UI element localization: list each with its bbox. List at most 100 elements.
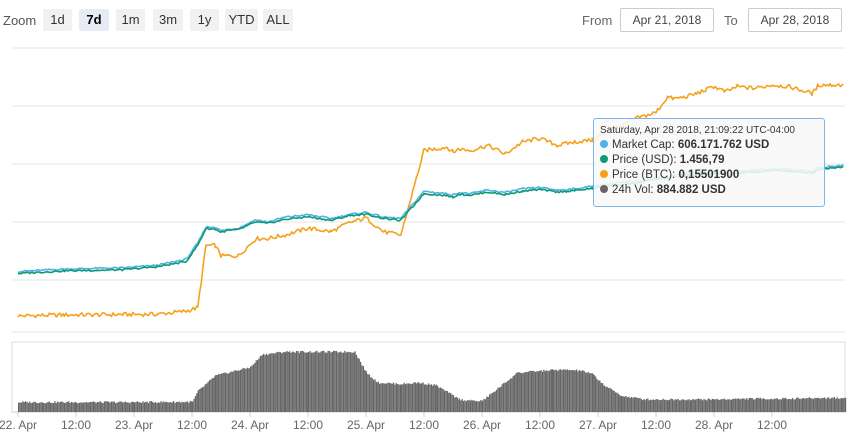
volume-bar — [134, 402, 136, 412]
x-tick-label: 12:00 — [757, 418, 787, 432]
volume-bar — [243, 368, 246, 412]
volume-bar — [689, 400, 692, 412]
volume-bar — [77, 403, 79, 412]
volume-bar — [786, 399, 788, 412]
volume-bar — [684, 399, 686, 412]
volume-bar — [171, 402, 173, 412]
volume-bar — [372, 379, 375, 412]
volume-bar — [383, 383, 385, 412]
zoom-7d-button[interactable]: 7d — [79, 9, 109, 31]
volume-bar — [484, 399, 487, 412]
zoom-1m-button[interactable]: 1m — [116, 9, 145, 31]
zoom-ytd-button[interactable]: YTD — [225, 9, 258, 31]
volume-bar — [764, 398, 766, 412]
volume-bar — [842, 398, 844, 412]
volume-bar — [636, 397, 638, 412]
volume-bar — [145, 401, 147, 412]
volume-bar — [708, 398, 711, 412]
zoom-all-button[interactable]: ALL — [263, 9, 293, 31]
volume-bar — [414, 382, 417, 412]
volume-bar — [473, 400, 475, 412]
volume-bar — [223, 372, 225, 412]
volume-bar — [612, 390, 614, 412]
from-date-input[interactable]: Apr 21, 2018 — [620, 8, 714, 32]
volume-bar — [335, 351, 338, 412]
zoom-1y-button[interactable]: 1y — [190, 9, 219, 31]
volume-bar — [37, 403, 39, 412]
volume-bar — [791, 398, 794, 412]
volume-bar — [387, 382, 389, 412]
volume-bar — [632, 397, 634, 412]
volume-bar — [259, 355, 262, 412]
volume-bar — [548, 370, 551, 412]
volume-bar — [47, 401, 49, 412]
volume-bar — [370, 377, 372, 412]
volume-bar — [687, 399, 689, 412]
volume-bar — [300, 351, 302, 412]
volume-bar — [639, 397, 641, 412]
volume-bar — [105, 401, 107, 412]
volume-bar — [149, 401, 151, 412]
volume-bar — [146, 401, 148, 412]
volume-bar — [498, 387, 501, 412]
x-tick-label: 27. Apr — [579, 418, 617, 432]
volume-bar — [192, 401, 194, 412]
volume-bar — [157, 402, 159, 412]
volume-bar — [449, 393, 452, 412]
volume-bar — [527, 371, 530, 412]
volume-bar — [121, 402, 124, 412]
x-tick-label: 12:00 — [61, 418, 91, 432]
volume-bar — [282, 352, 284, 412]
tooltip-row-volume: 24h Vol: 884.882 USD — [600, 183, 818, 198]
volume-bar — [116, 402, 118, 412]
volume-bar — [265, 353, 268, 412]
volume-bar — [327, 350, 329, 412]
volume-bar — [362, 366, 365, 412]
volume-bar — [213, 377, 215, 412]
to-date-input[interactable]: Apr 28, 2018 — [748, 8, 842, 32]
volume-bar — [124, 401, 127, 412]
volume-bar — [85, 401, 88, 412]
volume-bar — [291, 351, 294, 412]
volume-bar — [359, 361, 362, 412]
volume-bar — [358, 358, 360, 412]
volume-bar — [659, 400, 662, 412]
tooltip-value: 606.171.762 USD — [677, 139, 770, 151]
volume-bar — [674, 399, 676, 412]
volume-bar — [544, 371, 546, 412]
volume-bar — [161, 402, 164, 412]
volume-bar — [755, 398, 758, 412]
volume-bar — [138, 402, 140, 412]
volume-bar — [432, 385, 434, 412]
volume-bar — [605, 386, 607, 412]
volume-bar — [737, 398, 739, 412]
volume-bar — [471, 400, 474, 412]
volume-bar — [629, 397, 631, 412]
volume-bar — [744, 399, 746, 412]
volume-bar — [70, 401, 73, 412]
volume-bar — [623, 396, 626, 412]
volume-bar — [95, 403, 97, 412]
volume-bar — [92, 401, 95, 412]
volume-bar — [413, 382, 415, 412]
volume-bar — [607, 388, 610, 412]
volume-bar — [188, 402, 190, 412]
volume-bar — [783, 399, 785, 412]
volume-bar — [603, 385, 606, 412]
zoom-3m-button[interactable]: 3m — [153, 9, 183, 31]
volume-bar — [587, 372, 589, 412]
x-tick-label: 24. Apr — [231, 418, 269, 432]
volume-bar — [772, 399, 774, 412]
zoom-1d-button[interactable]: 1d — [43, 9, 72, 31]
volume-bar — [658, 399, 660, 412]
volume-bar — [251, 365, 253, 412]
volume-bar — [117, 402, 120, 412]
volume-bar — [494, 391, 496, 412]
volume-bar — [518, 372, 520, 412]
volume-bar — [284, 352, 287, 412]
volume-bar — [736, 398, 738, 412]
x-tick-label: 12:00 — [177, 418, 207, 432]
volume-bar — [298, 352, 301, 412]
volume-bar — [267, 354, 269, 412]
volume-bar — [447, 393, 449, 412]
